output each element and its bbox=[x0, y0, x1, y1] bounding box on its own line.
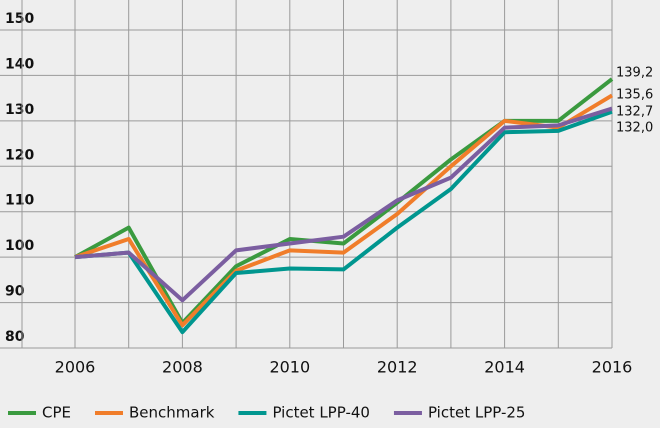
legend-label: CPE bbox=[42, 404, 71, 422]
legend-label: Pictet LPP-40 bbox=[272, 404, 370, 422]
x-tick-label: 2016 bbox=[592, 358, 633, 377]
series-line bbox=[74, 77, 614, 326]
x-tick-label: 2008 bbox=[162, 358, 203, 377]
end-label: 132,7 bbox=[616, 105, 653, 120]
y-tick-label: 80 bbox=[5, 329, 25, 345]
end-label: 139,2 bbox=[616, 66, 653, 81]
x-tick-label: 2012 bbox=[377, 358, 418, 377]
y-tick-label: 120 bbox=[5, 147, 34, 163]
x-tick-label: 2014 bbox=[484, 358, 525, 377]
y-tick-label: 150 bbox=[5, 11, 34, 27]
end-label: 135,6 bbox=[616, 88, 653, 103]
series-line bbox=[74, 106, 613, 303]
legend-label: Pictet LPP-25 bbox=[428, 404, 526, 422]
y-tick-label: 100 bbox=[5, 238, 34, 254]
y-tick-label: 140 bbox=[5, 56, 34, 72]
legend-label: Benchmark bbox=[129, 404, 215, 422]
x-tick-label: 2006 bbox=[55, 358, 96, 377]
series-line bbox=[74, 93, 614, 328]
end-label: 132,0 bbox=[616, 121, 653, 136]
x-tick-label: 2010 bbox=[269, 358, 310, 377]
y-tick-label: 90 bbox=[5, 284, 25, 300]
y-tick-label: 130 bbox=[5, 102, 34, 118]
y-tick-label: 110 bbox=[5, 193, 34, 209]
series-line bbox=[74, 109, 613, 335]
